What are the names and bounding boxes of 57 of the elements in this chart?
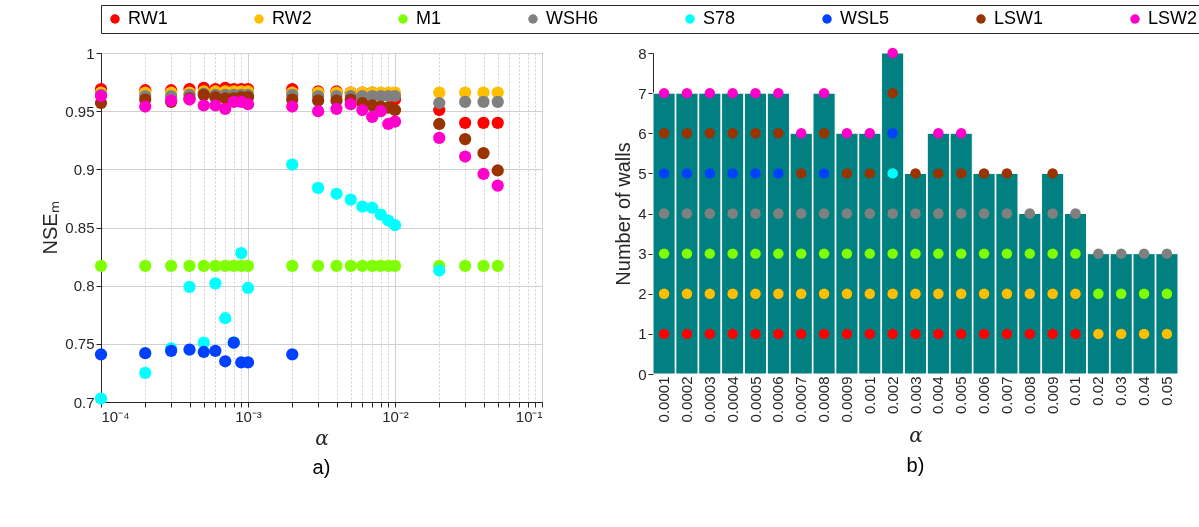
legend-label: LSW1 <box>994 8 1044 28</box>
text: a) <box>312 456 331 478</box>
legend-label: WSH6 <box>546 8 599 28</box>
y-tick-label: 0.9 <box>73 160 95 178</box>
y-tick-label: 8 <box>638 44 647 62</box>
y-tick-label: 0.8 <box>73 277 95 295</box>
x-tick-label: 0.0002 <box>677 376 695 423</box>
x-tick-label: 0.0007 <box>792 376 810 423</box>
x-tick-label: 10⁻¹ <box>515 407 543 425</box>
x-tick-label: 0.0008 <box>815 376 833 423</box>
x-tick-label: 0.03 <box>1112 376 1130 406</box>
x-tick-label: 0.02 <box>1089 376 1107 406</box>
x-tick-label: 0.001 <box>860 376 878 415</box>
x-tick-label: 0.005 <box>952 376 970 415</box>
x-tick-label: 10⁻² <box>382 407 409 425</box>
x-tick-label: 10⁻³ <box>235 407 262 425</box>
x-tick-label: 0.0003 <box>700 376 718 423</box>
y-tick-label: 0.75 <box>65 335 95 353</box>
text: b) <box>906 453 925 476</box>
y-tick-label: 0.85 <box>65 219 95 236</box>
legend-label: M1 <box>416 8 442 28</box>
x-axis-title: α <box>909 423 924 448</box>
legend-label: RW2 <box>272 8 312 28</box>
x-tick-label: 0.003 <box>906 376 924 415</box>
x-tick-label: 0.002 <box>883 376 901 415</box>
x-tick-label: 0.01 <box>1066 376 1084 406</box>
x-tick-label: 0.004 <box>929 376 947 415</box>
y-axis-title: Number of walls <box>612 142 635 286</box>
legend-label: RW1 <box>128 8 168 28</box>
x-axis-title: α <box>315 425 330 450</box>
y-tick-label: 6 <box>638 124 647 142</box>
y-tick-label: 1 <box>86 44 95 62</box>
x-tick-label: 0.05 <box>1157 376 1175 406</box>
x-tick-label: 0.0001 <box>655 376 673 423</box>
legend-label: S78 <box>703 8 736 28</box>
y-tick-label: 0 <box>638 365 647 383</box>
y-axis-title: NSEₘ <box>39 201 62 255</box>
x-tick-label: 0.009 <box>1043 376 1061 415</box>
x-tick-label: 0.0006 <box>769 376 787 423</box>
x-tick-label: 0.007 <box>997 376 1015 415</box>
y-tick-label: 3 <box>638 245 647 263</box>
y-tick-label: 7 <box>638 84 647 102</box>
legend-label: LSW2 <box>1148 8 1198 28</box>
x-tick-label: 0.0005 <box>746 376 764 423</box>
y-tick-label: 5 <box>638 164 647 182</box>
y-tick-label: 0.7 <box>73 393 95 411</box>
x-tick-label: 0.0004 <box>723 376 741 423</box>
y-tick-label: 1 <box>638 325 647 343</box>
x-tick-label: 0.0009 <box>837 376 855 423</box>
x-tick-label: 0.008 <box>1020 376 1038 415</box>
y-tick-label: 2 <box>638 285 647 303</box>
x-tick-label: 10⁻⁴ <box>101 407 130 425</box>
y-tick-label: 0.95 <box>65 102 95 120</box>
x-tick-label: 0.04 <box>1135 376 1153 406</box>
legend-label: WSL5 <box>840 8 890 28</box>
x-tick-label: 0.006 <box>975 376 993 415</box>
y-tick-label: 4 <box>638 205 647 222</box>
